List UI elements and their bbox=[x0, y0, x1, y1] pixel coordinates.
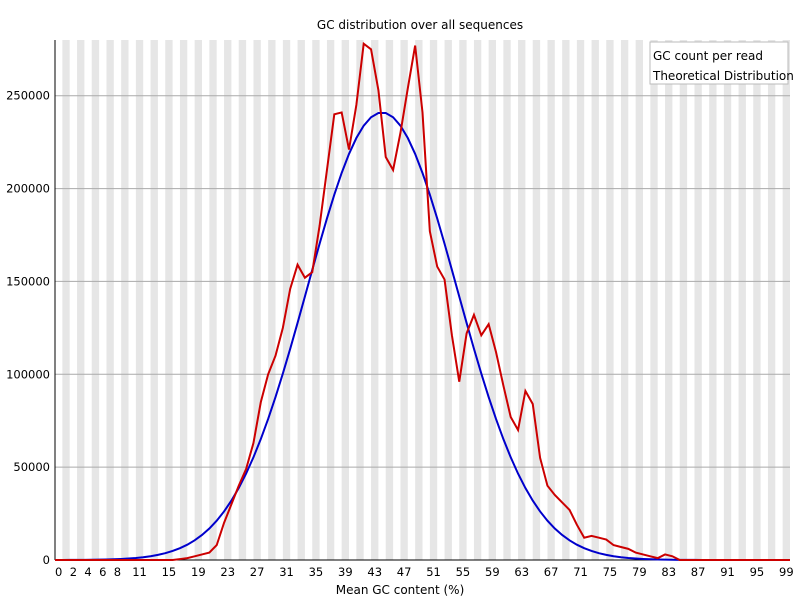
background-band bbox=[620, 40, 629, 560]
background-band bbox=[782, 40, 790, 560]
background-band bbox=[665, 40, 673, 560]
background-band bbox=[385, 40, 394, 560]
x-tick-label: 31 bbox=[279, 565, 294, 579]
background-band bbox=[326, 40, 335, 560]
background-band bbox=[415, 40, 423, 560]
x-tick-label: 59 bbox=[485, 565, 500, 579]
background-band bbox=[591, 40, 599, 560]
background-band bbox=[400, 40, 408, 560]
background-band bbox=[562, 40, 570, 560]
background-band bbox=[91, 40, 100, 560]
x-tick-label: 79 bbox=[632, 565, 647, 579]
background-band bbox=[679, 40, 688, 560]
y-tick-label: 250000 bbox=[6, 89, 50, 103]
x-tick-label: 11 bbox=[132, 565, 147, 579]
series-lines bbox=[54, 41, 790, 561]
y-tick-label: 200000 bbox=[6, 182, 50, 196]
background-band bbox=[253, 40, 261, 560]
background-band bbox=[194, 40, 202, 560]
y-tick-label: 0 bbox=[43, 553, 50, 567]
series-line-gc-count bbox=[55, 41, 790, 561]
x-tick-label: 43 bbox=[367, 565, 382, 579]
background-band bbox=[62, 40, 70, 560]
background-bands bbox=[62, 40, 790, 560]
x-tick-label: 55 bbox=[456, 565, 471, 579]
y-tick-label: 150000 bbox=[6, 274, 50, 288]
legend-entry-gc-count: GC count per read bbox=[653, 49, 763, 63]
background-band bbox=[341, 40, 349, 560]
background-band bbox=[518, 40, 526, 560]
background-band bbox=[650, 40, 658, 560]
background-band bbox=[694, 40, 702, 560]
background-band bbox=[282, 40, 291, 560]
background-band bbox=[635, 40, 643, 560]
background-band bbox=[723, 40, 732, 560]
background-band bbox=[488, 40, 496, 560]
background-band bbox=[473, 40, 482, 560]
background-band bbox=[135, 40, 144, 560]
x-tick-label: 23 bbox=[220, 565, 235, 579]
x-tick-label: 27 bbox=[250, 565, 265, 579]
background-band bbox=[165, 40, 173, 560]
y-tick-labels: 0 50000 100000 150000 200000 250000 bbox=[6, 89, 50, 567]
x-tick-label: 99 bbox=[779, 565, 794, 579]
y-tick-label: 50000 bbox=[13, 460, 50, 474]
x-tick-label: 51 bbox=[426, 565, 441, 579]
x-tick-label: 91 bbox=[720, 565, 735, 579]
x-tick-label: 35 bbox=[309, 565, 324, 579]
background-band bbox=[106, 40, 114, 560]
x-tick-label: 2 bbox=[70, 565, 77, 579]
legend: GC count per read Theoretical Distributi… bbox=[649, 41, 794, 85]
x-tick-label: 67 bbox=[544, 565, 559, 579]
background-band bbox=[767, 40, 776, 560]
legend-entry-theoretical: Theoretical Distribution bbox=[652, 69, 794, 83]
background-band bbox=[179, 40, 188, 560]
background-band bbox=[297, 40, 305, 560]
x-tick-label: 39 bbox=[338, 565, 353, 579]
x-tick-label: 87 bbox=[691, 565, 706, 579]
x-tick-label: 75 bbox=[603, 565, 618, 579]
background-band bbox=[268, 40, 276, 560]
x-tick-label: 15 bbox=[162, 565, 177, 579]
x-tick-label: 19 bbox=[191, 565, 206, 579]
background-band bbox=[576, 40, 585, 560]
gridlines bbox=[55, 95, 790, 468]
legend-box bbox=[649, 41, 789, 85]
background-band bbox=[356, 40, 364, 560]
x-tick-label: 47 bbox=[397, 565, 412, 579]
x-tick-label: 4 bbox=[84, 565, 91, 579]
x-tick-labels: 0 2 4 6 8 11 15 19 23 27 31 35 39 43 47 51 55 59 63 67 71 75 7… bbox=[55, 565, 794, 579]
background-band bbox=[753, 40, 761, 560]
background-band bbox=[121, 40, 129, 560]
background-band bbox=[606, 40, 614, 560]
background-band bbox=[738, 40, 746, 560]
background-band bbox=[209, 40, 217, 560]
background-band bbox=[77, 40, 85, 560]
background-band bbox=[503, 40, 511, 560]
x-tick-label: 71 bbox=[573, 565, 588, 579]
background-band bbox=[371, 40, 379, 560]
background-band bbox=[459, 40, 467, 560]
background-band bbox=[709, 40, 717, 560]
background-band bbox=[238, 40, 247, 560]
background-band bbox=[312, 40, 320, 560]
background-band bbox=[429, 40, 438, 560]
chart-title: GC distribution over all sequences bbox=[317, 18, 523, 32]
background-band bbox=[532, 40, 541, 560]
x-tick-label: 63 bbox=[514, 565, 529, 579]
background-band bbox=[150, 40, 158, 560]
series-line-theoretical bbox=[54, 111, 790, 561]
x-tick-label: 95 bbox=[750, 565, 765, 579]
x-tick-label: 8 bbox=[114, 565, 121, 579]
x-tick-label: 0 bbox=[55, 565, 62, 579]
x-tick-label: 83 bbox=[661, 565, 676, 579]
background-band bbox=[547, 40, 555, 560]
x-tick-label: 6 bbox=[99, 565, 106, 579]
x-axis-label: Mean GC content (%) bbox=[336, 583, 465, 597]
background-band bbox=[224, 40, 232, 560]
y-tick-label: 100000 bbox=[6, 367, 50, 381]
